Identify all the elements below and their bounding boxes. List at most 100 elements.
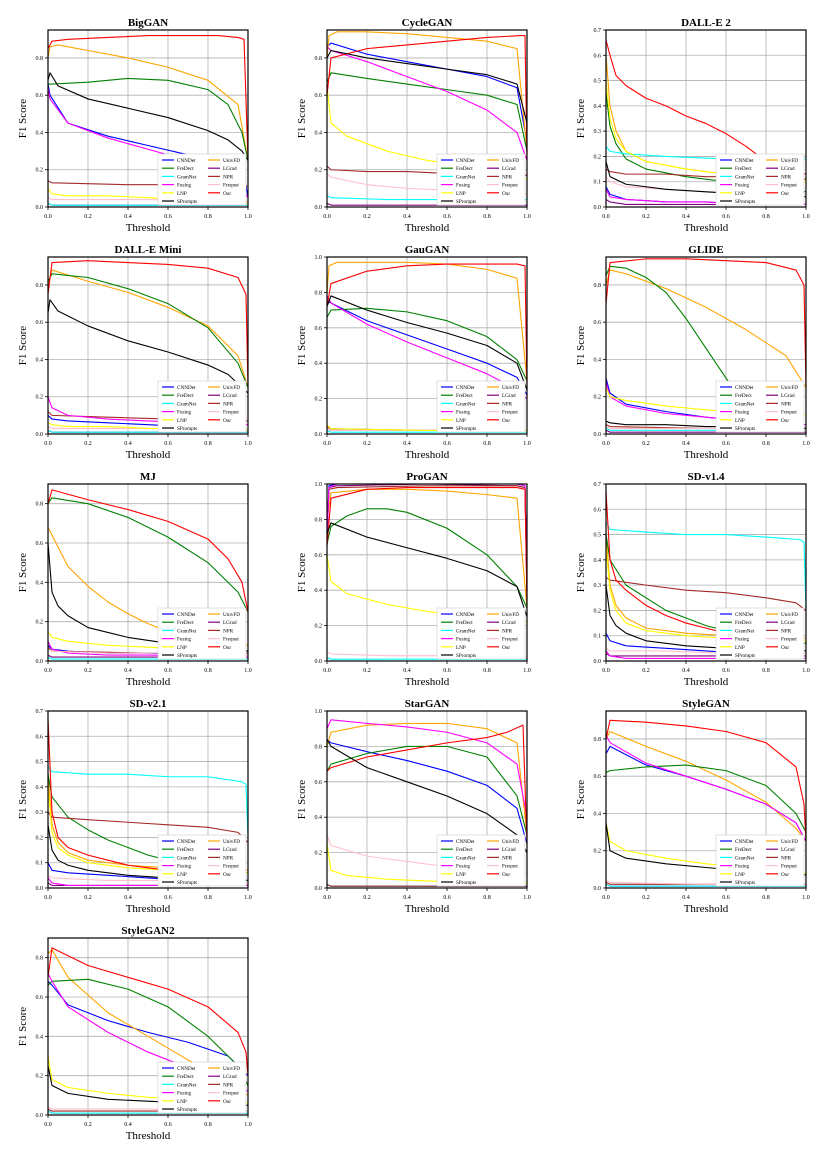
legend-label-lgrad: LGrad [223, 620, 237, 626]
y-tick-label: 0.8 [315, 56, 323, 62]
legend: CNNDet UnivFD FreDect LGrad GramNet NPR Fusing… [715, 834, 805, 887]
x-tick-label: 0.4 [124, 441, 132, 447]
y-tick-label: 0.4 [36, 580, 44, 586]
legend-label-our: Our [502, 191, 510, 197]
series-line-univfd [326, 488, 528, 608]
x-tick-label: 1.0 [244, 895, 252, 901]
legend-label-lgrad: LGrad [223, 847, 237, 853]
y-tick-label: 0.8 [315, 517, 323, 523]
series-line-fusing [605, 734, 807, 842]
x-tick-label: 0.8 [762, 214, 770, 220]
y-tick-label: 0.2 [36, 1074, 44, 1080]
legend-label-freqnet: Freqnet [781, 637, 797, 643]
legend-label-freqnet: Freqnet [502, 864, 518, 870]
legend-label-fredect: FreDect [735, 166, 752, 172]
x-axis-label: Threshold [684, 676, 729, 688]
legend-label-fredect: FreDect [177, 166, 194, 172]
legend-label-our: Our [781, 191, 789, 197]
x-tick-label: 0.4 [124, 895, 132, 901]
legend-label-our: Our [502, 645, 510, 651]
axes-frame [47, 937, 249, 1116]
y-tick-label: 0.1 [594, 180, 602, 186]
legend-label-cnndet: CNNDet [735, 385, 754, 391]
x-tick-label: 0.8 [762, 668, 770, 674]
x-tick-label: 1.0 [244, 1122, 252, 1128]
legend-label-fusing: Fusing [735, 864, 750, 870]
legend-label-lnp: LNP [177, 191, 187, 197]
legend: CNNDet UnivFD FreDect LGrad GramNet NPR Fusing… [436, 607, 526, 660]
x-tick-label: 1.0 [802, 441, 810, 447]
legend-label-our: Our [781, 418, 789, 424]
series-line-fredect [47, 978, 249, 1086]
legend-label-sprompts: SPrompts [177, 653, 197, 659]
y-tick-label: 0.6 [315, 326, 323, 332]
series-line-our [326, 35, 528, 161]
legend-label-npr: NPR [223, 1082, 234, 1088]
legend-label-our: Our [223, 418, 231, 424]
legend-label-sprompts: SPrompts [456, 426, 476, 432]
chart-title: StarGAN [405, 698, 450, 710]
x-tick-label: 0.8 [204, 895, 212, 901]
series-line-fusing [326, 46, 528, 161]
axes-frame [326, 483, 528, 662]
legend-label-freqnet: Freqnet [502, 637, 518, 643]
chart-dall-e-2: DALL-E 2 0.0 0.2 0.4 0.6 0.8 1.0 0.0 0.1 0.2 0.3 0.… [575, 17, 810, 234]
y-tick-label: 0.2 [315, 851, 323, 857]
legend-label-fusing: Fusing [177, 864, 192, 870]
y-tick-label: 0.1 [594, 634, 602, 640]
x-tick-label: 0.0 [602, 441, 610, 447]
series-line-cnndet [326, 738, 528, 844]
y-tick-label: 0.8 [36, 956, 44, 962]
legend-box [715, 834, 805, 887]
y-axis-label: F1 Score [17, 553, 29, 593]
y-axis-label: F1 Score [296, 326, 308, 366]
x-tick-label: 0.6 [722, 441, 730, 447]
series-line-fredect [326, 307, 528, 382]
y-tick-label: 0.8 [315, 744, 323, 750]
legend-label-gramnet: GramNet [177, 174, 197, 180]
x-tick-label: 0.6 [722, 214, 730, 220]
y-tick-label: 0.7 [36, 709, 44, 715]
x-tick-label: 0.0 [44, 668, 52, 674]
chart-title: GLIDE [688, 244, 723, 256]
x-tick-label: 0.8 [204, 1122, 212, 1128]
x-tick-label: 0.0 [323, 441, 331, 447]
x-tick-label: 0.2 [642, 214, 650, 220]
x-tick-label: 0.0 [323, 668, 331, 674]
y-tick-label: 0.4 [36, 1034, 44, 1040]
legend: CNNDet UnivFD FreDect LGrad GramNet NPR Fusing… [436, 380, 526, 433]
legend-label-npr: NPR [781, 855, 792, 861]
x-tick-label: 0.2 [363, 441, 371, 447]
legend-label-gramnet: GramNet [456, 174, 476, 180]
legend-label-sprompts: SPrompts [735, 199, 755, 205]
chart-title: StyleGAN2 [121, 925, 175, 937]
legend-label-fusing: Fusing [456, 864, 471, 870]
y-tick-label: 0.5 [594, 79, 602, 85]
x-tick-label: 0.2 [363, 895, 371, 901]
series-line-univfd [326, 31, 528, 152]
x-tick-label: 0.4 [403, 668, 411, 674]
x-axis-label: Threshold [684, 222, 729, 234]
y-axis-label: F1 Score [296, 553, 308, 593]
y-tick-label: 0.4 [36, 785, 44, 791]
series-line-fusing [326, 719, 528, 818]
legend-label-cnndet: CNNDet [177, 385, 196, 391]
x-tick-label: 0.2 [642, 895, 650, 901]
legend-box [157, 153, 247, 206]
chart-title: ProGAN [406, 471, 447, 483]
y-axis-label: F1 Score [575, 326, 587, 366]
y-axis-label: F1 Score [296, 780, 308, 820]
x-axis-label: Threshold [684, 903, 729, 915]
legend-label-sprompts: SPrompts [735, 653, 755, 659]
y-tick-label: 0.2 [594, 395, 602, 401]
y-tick-label: 0.0 [36, 205, 44, 211]
y-tick-label: 0.0 [594, 205, 602, 211]
x-tick-label: 0.0 [323, 895, 331, 901]
y-tick-label: 0.8 [594, 283, 602, 289]
y-tick-label: 0.3 [36, 810, 44, 816]
legend-label-lnp: LNP [456, 872, 466, 878]
axes-frame [47, 710, 249, 889]
y-tick-label: 0.6 [36, 995, 44, 1001]
legend-box [157, 834, 247, 887]
legend-label-fredect: FreDect [735, 393, 752, 399]
